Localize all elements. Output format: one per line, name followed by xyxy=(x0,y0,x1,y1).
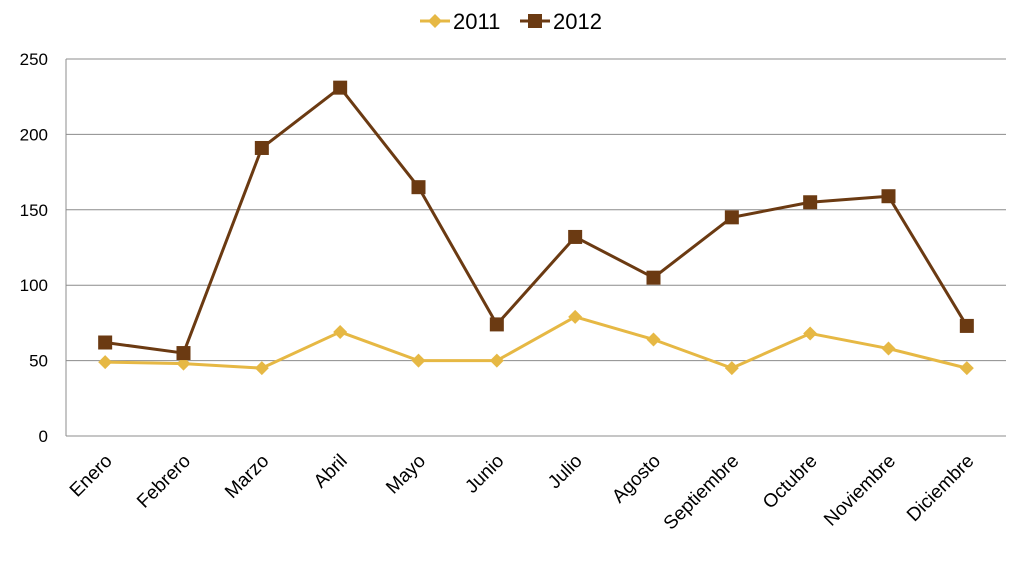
series-2011 xyxy=(98,309,974,376)
legend-label: 2012 xyxy=(553,9,602,34)
y-tick-label: 250 xyxy=(20,50,48,69)
legend-label: 2011 xyxy=(453,9,500,34)
series-group xyxy=(98,80,974,376)
x-tick-label: Julio xyxy=(544,451,586,493)
y-tick-label: 50 xyxy=(29,352,48,371)
data-point-2012 xyxy=(646,270,661,285)
x-tick-label: Enero xyxy=(66,451,117,502)
x-tick-label: Septiembre xyxy=(660,451,744,535)
x-tick-label: Agosto xyxy=(608,451,665,508)
legend: 2011 2012 xyxy=(420,9,602,34)
data-point-2011 xyxy=(254,361,269,376)
series-line-2012 xyxy=(104,86,969,355)
data-point-2011 xyxy=(881,341,896,356)
data-point-2011 xyxy=(724,361,739,376)
data-point-2012 xyxy=(959,318,974,333)
data-point-2011 xyxy=(489,353,504,368)
data-point-2012 xyxy=(411,180,426,195)
y-tick-label: 200 xyxy=(20,125,48,144)
y-tick-label: 0 xyxy=(39,427,48,446)
data-point-2011 xyxy=(646,332,661,347)
x-axis-ticks: Enero Febrero Marzo Abril Mayo Junio Julio Agos… xyxy=(66,451,978,535)
data-point-2012 xyxy=(489,317,504,332)
y-tick-label: 100 xyxy=(20,276,48,295)
x-tick-label: Mayo xyxy=(382,451,430,499)
data-point-2012 xyxy=(803,195,818,210)
data-point-2011 xyxy=(176,356,191,371)
x-tick-label: Diciembre xyxy=(903,451,978,526)
data-point-2012 xyxy=(333,80,348,95)
legend-marker-2011 xyxy=(428,14,442,28)
data-point-2012 xyxy=(176,346,191,361)
x-tick-label: Abril xyxy=(310,451,352,493)
data-point-2011 xyxy=(333,324,348,339)
legend-item-2012: 2012 xyxy=(520,9,602,34)
data-point-2012 xyxy=(254,140,269,155)
x-tick-label: Junio xyxy=(461,451,508,498)
data-point-2011 xyxy=(98,355,113,370)
data-point-2011 xyxy=(411,353,426,368)
x-tick-label: Febrero xyxy=(133,451,195,513)
data-point-2012 xyxy=(724,210,739,225)
legend-item-2011: 2011 xyxy=(420,9,500,34)
series-2012 xyxy=(98,80,974,361)
x-tick-label: Noviembre xyxy=(820,451,900,531)
data-point-2011 xyxy=(959,361,974,376)
x-tick-label: Marzo xyxy=(221,451,273,503)
series-line-2011 xyxy=(105,315,968,370)
data-point-2011 xyxy=(803,326,818,341)
grid xyxy=(65,58,1006,437)
x-tick-label: Octubre xyxy=(759,451,822,514)
data-point-2011 xyxy=(568,309,583,324)
data-point-2012 xyxy=(98,335,113,350)
legend-marker-2012 xyxy=(528,14,542,28)
y-tick-label: 150 xyxy=(20,201,48,220)
data-point-2012 xyxy=(881,189,896,204)
data-point-2012 xyxy=(568,229,583,244)
y-axis-ticks: 0 50 100 150 200 250 xyxy=(20,50,48,446)
